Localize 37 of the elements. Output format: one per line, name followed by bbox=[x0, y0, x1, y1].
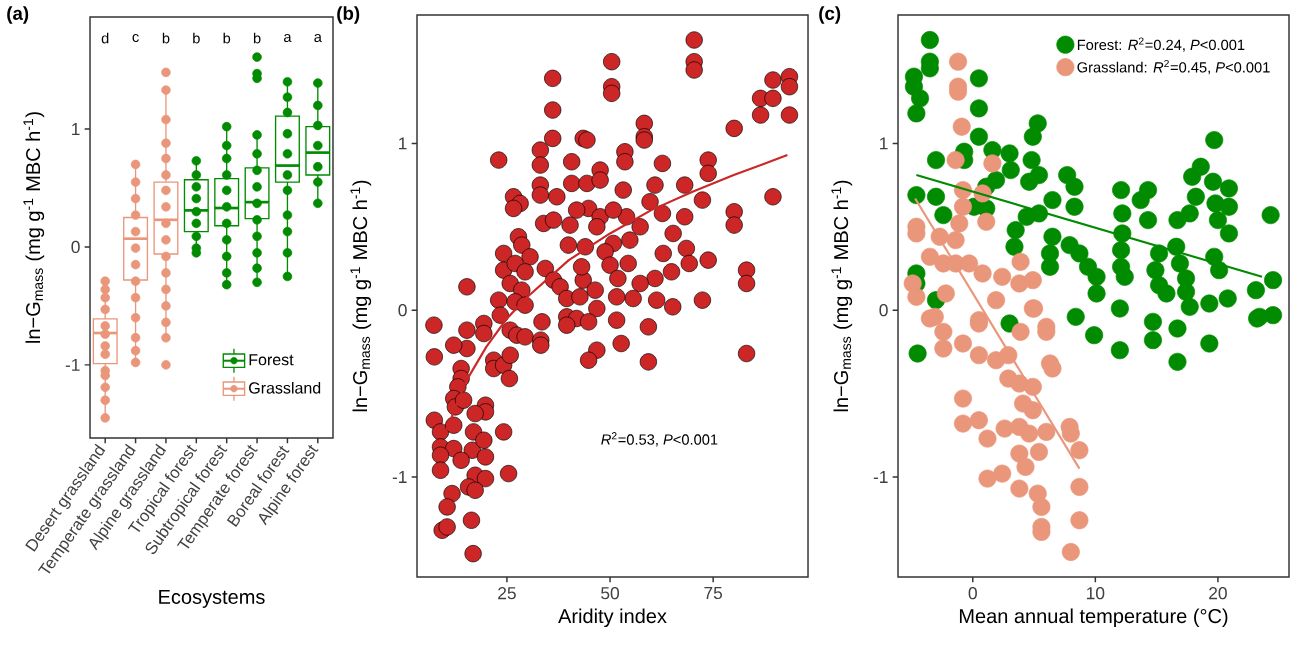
annotation: d bbox=[101, 32, 109, 44]
annotation: b bbox=[193, 32, 200, 44]
x-tick-label: 20 bbox=[1209, 587, 1227, 600]
annotation: b bbox=[253, 32, 261, 44]
annotation: b bbox=[223, 32, 231, 44]
annotation: b bbox=[162, 32, 170, 44]
x-axis-title: Aridity index bbox=[558, 608, 667, 628]
x-axis-title: Ecosystems bbox=[159, 590, 265, 608]
x-tick-label: 0 bbox=[968, 587, 977, 600]
y-axis-title: ln−G$_{mass}$ (mg g$^{-1}$ MBC h$^{-1}$) bbox=[350, 180, 372, 412]
y-axis-title: ln−G$_{mass}$ (mg g$^{-1}$ MBC h$^{-1}$) bbox=[23, 112, 45, 343]
y-tick-label: -1 bbox=[65, 358, 80, 371]
x-tick-label: 25 bbox=[498, 587, 516, 600]
legend-label: Forest bbox=[249, 354, 294, 366]
y-tick-label: -1 bbox=[873, 470, 888, 483]
annotation: c bbox=[132, 34, 139, 43]
y-tick-label: 1 bbox=[880, 137, 888, 150]
annotation: a bbox=[314, 34, 322, 43]
chart-title: (c) bbox=[819, 6, 841, 24]
y-tick-label: -1 bbox=[392, 470, 407, 483]
y-tick-label: 1 bbox=[399, 137, 407, 150]
y-tick-label: 0 bbox=[879, 304, 888, 317]
x-tick-label: 75 bbox=[704, 587, 723, 600]
x-axis-title: Mean annual temperature (°C) bbox=[959, 608, 1228, 628]
legend-label: Forest: R$^{2}$=0.24, P<0.001 bbox=[1077, 37, 1245, 52]
x-tick-label: 10 bbox=[1087, 587, 1105, 600]
annotation: R$^{2}$=0.53, P<0.001 bbox=[601, 432, 718, 447]
annotation: a bbox=[283, 34, 292, 43]
x-tick-label: 50 bbox=[601, 587, 620, 600]
y-tick-label: 0 bbox=[71, 240, 80, 254]
legend-label: Grassland bbox=[249, 381, 321, 394]
y-tick-label: 0 bbox=[398, 304, 407, 317]
chart-title: (b) bbox=[337, 6, 360, 24]
y-axis-title: ln−G$_{mass}$ (mg g$^{-1}$ MBC h$^{-1}$) bbox=[831, 180, 853, 412]
chart-title: (a) bbox=[7, 6, 29, 24]
legend-label: Grassland: R$^{2}$=0.45, P<0.001 bbox=[1077, 59, 1270, 75]
y-tick-label: 1 bbox=[72, 123, 80, 135]
